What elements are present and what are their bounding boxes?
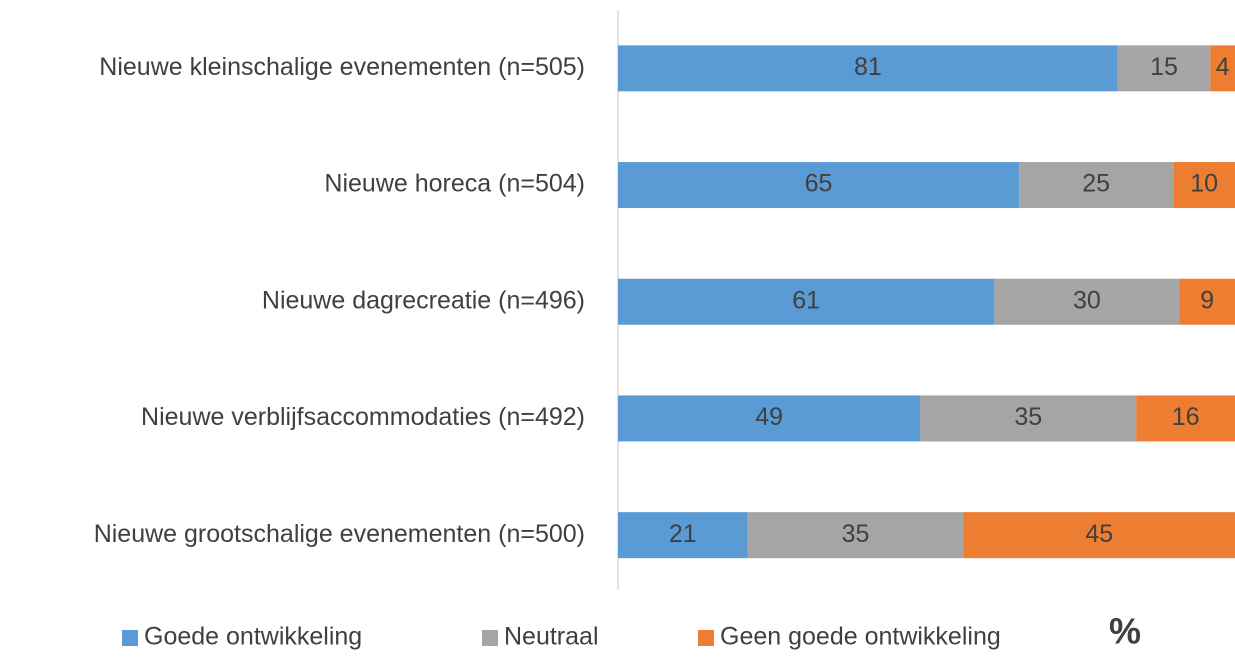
bar-segment (618, 278, 995, 325)
bar-segment (994, 278, 1180, 325)
category-label: Nieuwe horeca (n=504) (324, 170, 585, 198)
x-axis-label: % (1109, 611, 1141, 652)
bar-segment (920, 395, 1137, 442)
value-label: 16 (1172, 403, 1200, 431)
bar-segment (618, 512, 748, 559)
legend-label: Geen goede ontwikkeling (720, 623, 1001, 651)
category-label: Nieuwe kleinschalige evenementen (n=505) (99, 53, 585, 81)
value-label: 61 (792, 286, 820, 314)
value-label: 35 (842, 520, 870, 548)
bar-segment (618, 162, 1020, 209)
legend-label: Goede ontwikkeling (144, 623, 362, 651)
value-label: 4 (1216, 53, 1230, 81)
value-label: 65 (805, 170, 833, 198)
value-label: 81 (854, 53, 882, 81)
category-label: Nieuwe verblijfsaccommodaties (n=492) (141, 403, 585, 431)
legend-swatch (482, 630, 498, 646)
value-label: 25 (1082, 170, 1110, 198)
legend-swatch (698, 630, 714, 646)
value-label: 30 (1073, 286, 1101, 314)
value-label: 35 (1014, 403, 1042, 431)
bar-segment (618, 45, 1118, 92)
value-label: 15 (1150, 53, 1178, 81)
bar-segment (1117, 45, 1211, 92)
bar-segment (1019, 162, 1174, 209)
bar-segment (1179, 278, 1235, 325)
value-label: 49 (755, 403, 783, 431)
value-label: 45 (1085, 520, 1113, 548)
category-label: Nieuwe dagrecreatie (n=496) (262, 286, 585, 314)
bar-segment (1210, 45, 1235, 92)
bar-segment (1136, 395, 1235, 442)
bar-segment (963, 512, 1235, 559)
value-label: 21 (669, 520, 697, 548)
legend-label: Neutraal (504, 623, 599, 651)
bar-segment (1173, 162, 1235, 209)
value-label: 10 (1190, 170, 1218, 198)
value-label: 9 (1200, 286, 1214, 314)
legend-swatch (122, 630, 138, 646)
category-label: Nieuwe grootschalige evenementen (n=500) (94, 520, 585, 548)
bar-segment (618, 395, 921, 442)
bar-segment (747, 512, 964, 559)
